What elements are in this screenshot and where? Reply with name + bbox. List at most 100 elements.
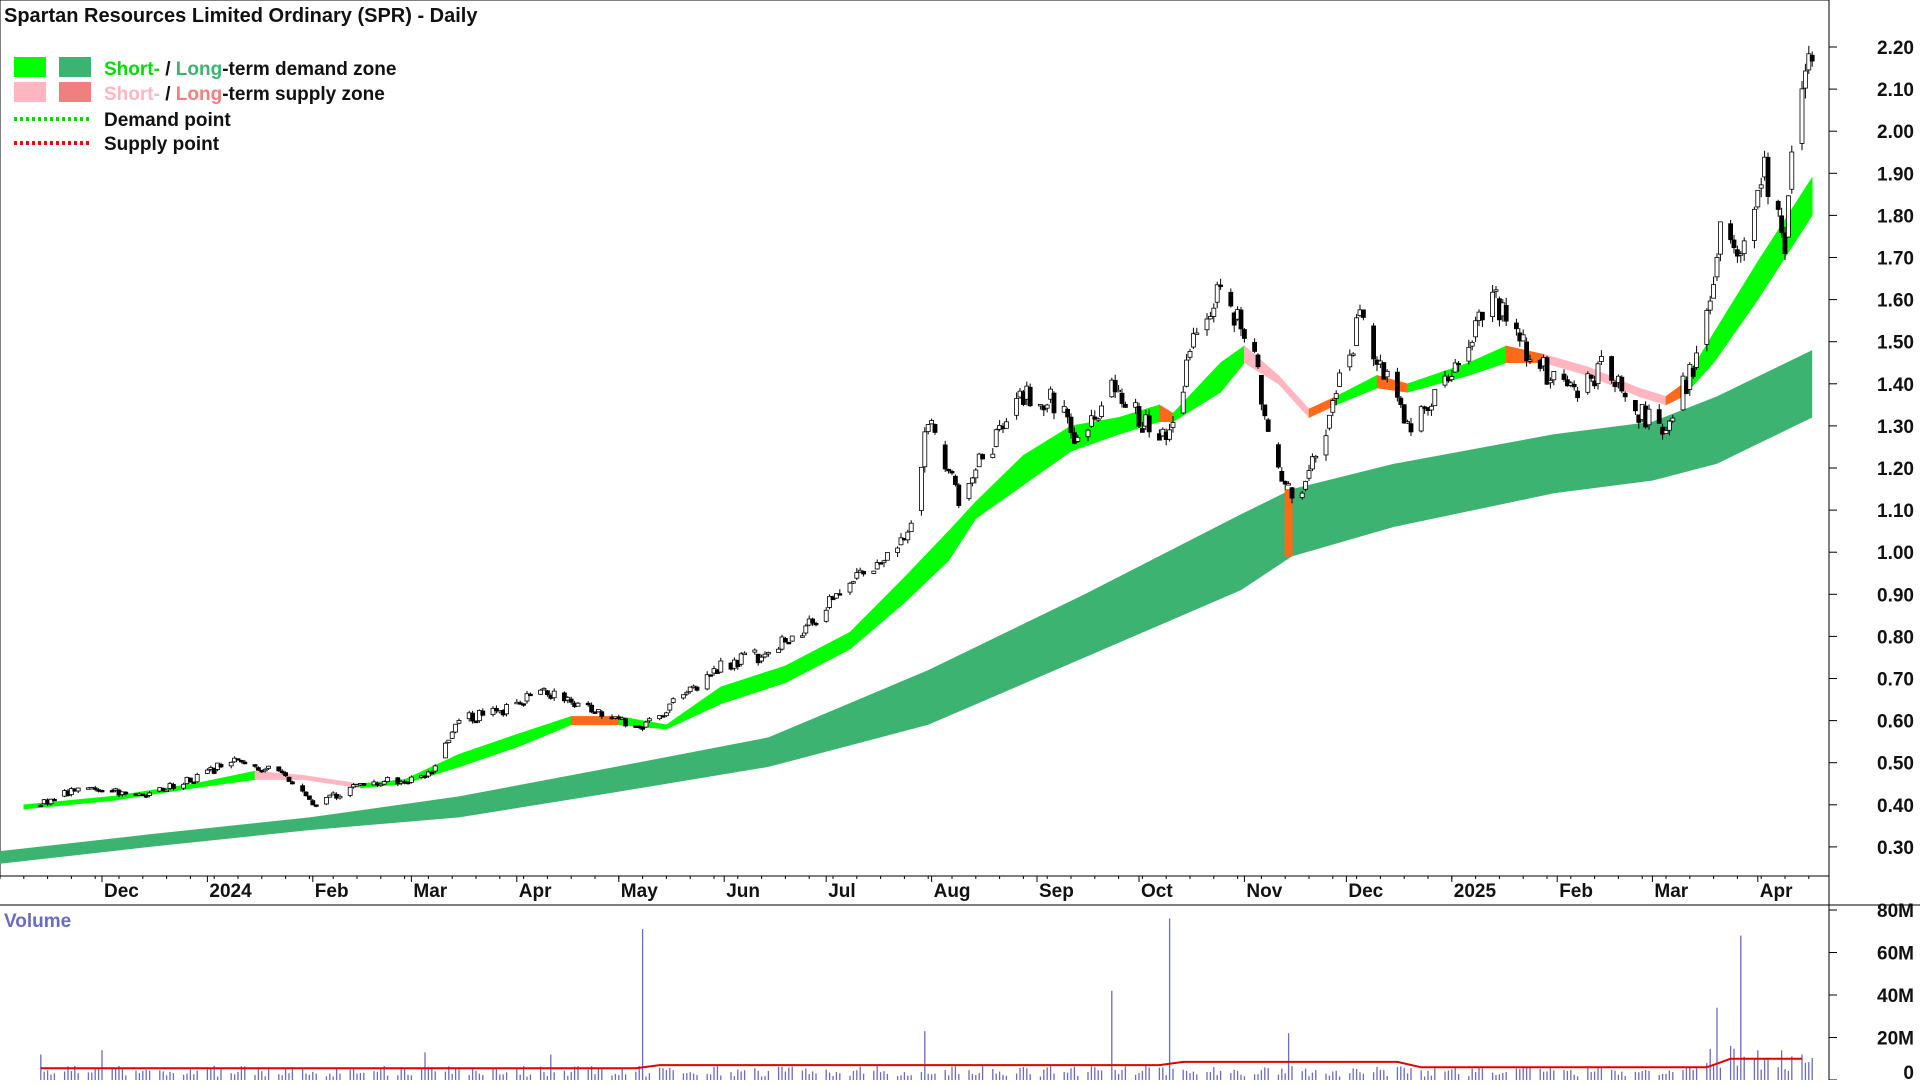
candle-up xyxy=(538,689,543,695)
candle-up xyxy=(993,429,999,447)
short-term-zone-segment-demand xyxy=(23,796,113,810)
short-term-zone-segment-demand xyxy=(1713,260,1759,364)
volume-bars xyxy=(40,918,1813,1080)
short-term-zone-segment-demand xyxy=(975,454,1024,520)
price-tick-label: 1.30 xyxy=(1877,417,1914,438)
candle-down xyxy=(1401,404,1407,424)
date-tick-label: Sep xyxy=(1039,881,1074,902)
candle-down xyxy=(783,638,788,643)
candle-up xyxy=(670,698,676,703)
candle-up xyxy=(266,765,272,769)
long-term-demand-zone xyxy=(0,350,1813,864)
candle-down xyxy=(1289,487,1295,499)
date-tick-label: Mar xyxy=(1654,881,1688,902)
candle-down xyxy=(170,783,176,789)
candle-down xyxy=(521,703,526,706)
date-tick-label: Oct xyxy=(1141,881,1173,902)
short-term-zone-segment-demand xyxy=(519,715,572,747)
candle-down xyxy=(1731,239,1737,249)
candle-up xyxy=(490,707,496,716)
candle-up xyxy=(432,765,438,772)
price-tick-label: 1.20 xyxy=(1877,459,1914,480)
candle-up xyxy=(1303,481,1308,490)
candle-up xyxy=(973,469,979,479)
candle-up xyxy=(1452,362,1458,373)
candle-down xyxy=(276,766,282,772)
candle-down xyxy=(473,720,479,724)
candle-up xyxy=(456,720,462,724)
candle-down xyxy=(1619,376,1625,392)
candle-down xyxy=(99,789,105,793)
candle-down xyxy=(1265,419,1271,432)
legend-supply-zone-label: Short- / Long-term supply zone xyxy=(104,84,385,105)
price-tick-label: 0.40 xyxy=(1877,796,1914,817)
candle-up xyxy=(1786,195,1791,238)
candle-up xyxy=(823,609,829,622)
candle-up xyxy=(1595,363,1601,385)
short-term-zone-segment-demand xyxy=(1172,361,1221,423)
candle-down xyxy=(949,471,955,474)
candle-down xyxy=(1728,223,1733,241)
candle-up xyxy=(1323,435,1329,456)
candle-down xyxy=(92,787,98,790)
candle-down xyxy=(1779,215,1784,234)
short-term-zone-segment-supply xyxy=(1638,387,1667,406)
volume-average-line xyxy=(40,1057,1802,1070)
date-tick-label: Nov xyxy=(1246,881,1282,902)
candle-up xyxy=(759,656,764,662)
candle-up xyxy=(69,788,74,795)
candle-down xyxy=(1119,392,1125,404)
candlestick-layer xyxy=(38,45,1815,808)
candle-down xyxy=(623,718,628,727)
candle-up xyxy=(1473,320,1478,338)
candle-up xyxy=(895,547,900,553)
candle-up xyxy=(854,572,860,579)
short-term-zone-segment-demand xyxy=(948,500,977,562)
date-tick-label: 2024 xyxy=(209,881,252,902)
candle-up xyxy=(1432,389,1438,407)
candle-up xyxy=(847,582,853,593)
candle-up xyxy=(1099,405,1104,417)
candle-down xyxy=(191,781,197,784)
candle-down xyxy=(585,702,591,706)
candle-up xyxy=(596,709,601,713)
candle-down xyxy=(942,444,948,470)
candle-down xyxy=(878,562,883,565)
price-tick-label: 1.50 xyxy=(1877,333,1914,354)
short-term-zone-segment-demand xyxy=(1407,362,1470,393)
candle-down xyxy=(1146,415,1152,433)
candle-up xyxy=(204,769,210,774)
candle-down xyxy=(1068,416,1074,433)
short-term-zone-segment-demand xyxy=(904,530,949,604)
candle-up xyxy=(1310,456,1315,470)
short-term-zone-segment-transition xyxy=(1665,383,1684,406)
candle-up xyxy=(1214,284,1220,303)
short-term-zone-segment-demand xyxy=(1468,345,1507,376)
candle-down xyxy=(1398,397,1404,405)
candle-up xyxy=(1527,359,1533,362)
candle-down xyxy=(429,771,435,775)
short-term-zone-segment-transition xyxy=(1159,404,1174,422)
candle-down xyxy=(1242,329,1247,339)
candle-up xyxy=(1738,253,1744,256)
volume-tick-label: 60M xyxy=(1877,944,1914,965)
candle-up xyxy=(408,776,414,783)
candle-up xyxy=(1044,404,1050,409)
short-term-zone-segment-demand xyxy=(1335,374,1378,406)
candle-down xyxy=(109,790,115,793)
candle-down xyxy=(660,715,666,718)
candle-down xyxy=(861,570,866,575)
candle-up xyxy=(453,723,459,733)
candle-down xyxy=(1228,291,1234,307)
candle-up xyxy=(1184,359,1189,387)
candle-up xyxy=(113,788,118,791)
price-tick-label: 0.80 xyxy=(1877,627,1914,648)
candle-down xyxy=(300,785,306,792)
candle-down xyxy=(1282,480,1288,485)
price-tick-label: 2.00 xyxy=(1877,122,1914,143)
candle-up xyxy=(442,742,448,759)
candle-up xyxy=(647,718,652,722)
date-tick-label: Dec xyxy=(1348,881,1383,902)
date-tick-label: 2025 xyxy=(1454,881,1497,902)
candle-up xyxy=(327,794,333,798)
